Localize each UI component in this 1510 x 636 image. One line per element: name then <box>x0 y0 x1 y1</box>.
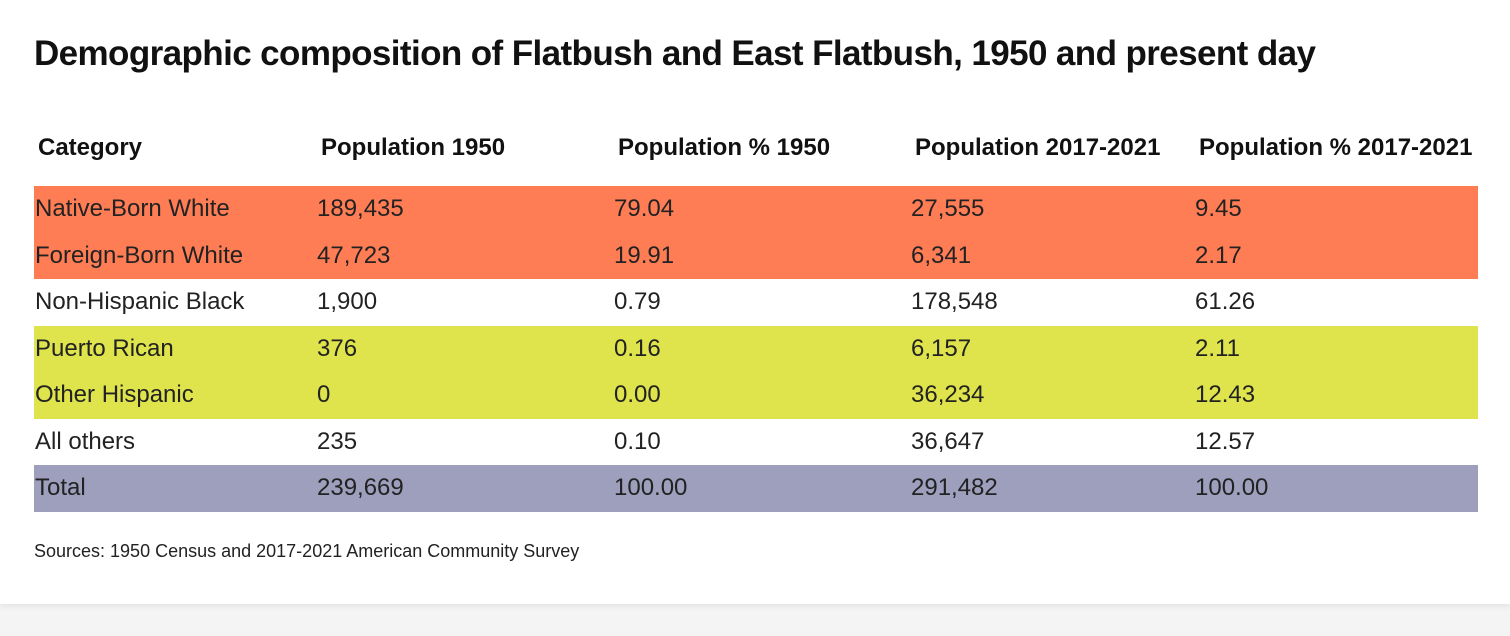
table-row-puerto-rican: Puerto Rican 376 0.16 6,157 2.11 <box>34 325 1478 372</box>
table-cell: 239,669 <box>317 474 404 502</box>
row-category-cell: Other Hispanic <box>35 381 194 409</box>
table-cell: 0.00 <box>614 381 661 409</box>
demographics-table: Category Population 1950 Population % 19… <box>34 108 1478 512</box>
table-cell: 12.57 <box>1195 427 1256 455</box>
table-cell: 376 <box>317 334 358 362</box>
header-population-2017-2021: Population 2017-2021 <box>915 133 1161 161</box>
table-cell: 0.79 <box>614 288 661 316</box>
header-row: Category Population 1950 Population % 19… <box>34 108 1478 186</box>
table-row-all-others: All others 235 0.10 36,647 12.57 <box>34 418 1478 465</box>
row-category-cell: Native-Born White <box>35 195 230 223</box>
table-cell: 0.16 <box>614 334 661 362</box>
table-cell: 36,647 <box>911 427 985 455</box>
row-category-cell: Puerto Rican <box>35 334 174 362</box>
chart-title: Demographic composition of Flatbush and … <box>34 34 1316 73</box>
header-population-pct-2017-2021: Population % 2017-2021 <box>1199 133 1473 161</box>
table-cell: 2.11 <box>1195 334 1240 362</box>
row-category-cell: Non-Hispanic Black <box>35 288 245 316</box>
header-population-pct-1950: Population % 1950 <box>618 133 831 161</box>
table-cell: 6,157 <box>911 334 972 362</box>
table-cell: 36,234 <box>911 381 985 409</box>
table-row-native-born-white: Native-Born White 189,435 79.04 27,555 9.45 <box>34 186 1478 233</box>
table-row-other-hispanic: Other Hispanic 0 0.00 36,234 12.43 <box>34 372 1478 419</box>
table-cell: 178,548 <box>911 288 998 316</box>
table-cell: 47,723 <box>317 241 391 269</box>
row-category-cell: All others <box>35 427 136 455</box>
header-population-1950: Population 1950 <box>321 133 506 161</box>
table-cell: 27,555 <box>911 195 985 223</box>
table-cell: 1,900 <box>317 288 378 316</box>
table-row-non-hispanic-black: Non-Hispanic Black 1,900 0.79 178,548 61.26 <box>34 279 1478 326</box>
table-cell: 6,341 <box>911 241 972 269</box>
table-row-foreign-born-white: Foreign-Born White 47,723 19.91 6,341 2.17 <box>34 232 1478 279</box>
table-cell: 189,435 <box>317 195 404 223</box>
row-category-cell: Foreign-Born White <box>35 241 244 269</box>
source-note: Sources: 1950 Census and 2017-2021 Ameri… <box>34 541 580 561</box>
table-cell: 291,482 <box>911 474 998 502</box>
table-cell: 9.45 <box>1195 195 1242 223</box>
table-cell: 19.91 <box>614 241 675 269</box>
table-body: Native-Born White 189,435 79.04 27,555 9.45 F… <box>34 186 1478 512</box>
table-cell: 79.04 <box>614 195 675 223</box>
chart-card: Demographic composition of Flatbush and … <box>0 0 1510 604</box>
row-category-cell: Total <box>35 474 86 502</box>
table-cell: 0 <box>317 381 331 409</box>
table-cell: 2.17 <box>1195 241 1242 269</box>
table-cell: 235 <box>317 427 358 455</box>
table-cell: 12.43 <box>1195 381 1256 409</box>
table-cell: 100.00 <box>1195 474 1269 502</box>
table-row-total: Total 239,669 100.00 291,482 100.00 <box>34 465 1478 512</box>
table-cell: 100.00 <box>614 474 688 502</box>
header-category: Category <box>38 133 143 161</box>
table-cell: 61.26 <box>1195 288 1256 316</box>
table-cell: 0.10 <box>614 427 661 455</box>
